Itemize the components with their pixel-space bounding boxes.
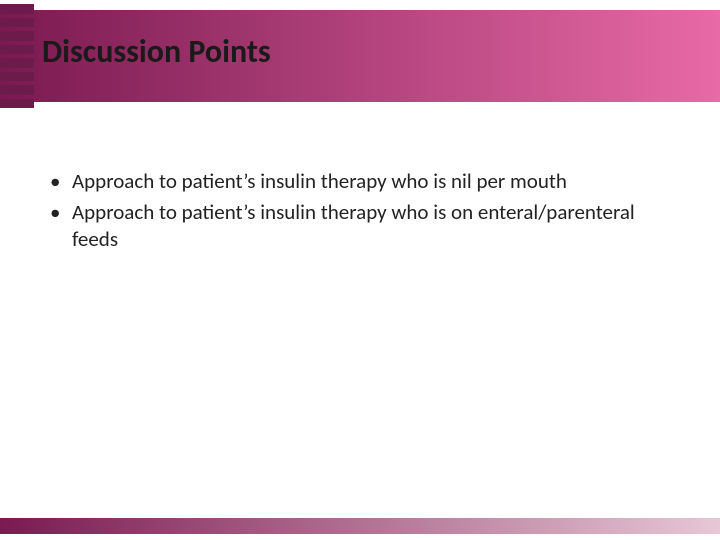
- slide: Discussion Points • Approach to patient’…: [0, 0, 720, 540]
- bullet-item: • Approach to patient’s insulin therapy …: [48, 199, 672, 253]
- bullet-marker-icon: •: [48, 168, 72, 195]
- header-band: Discussion Points: [0, 10, 720, 102]
- decor-bar: [0, 45, 34, 55]
- decor-bar: [0, 72, 34, 82]
- footer-gradient: [0, 518, 720, 534]
- left-decor-bars: [0, 0, 34, 108]
- decor-bar: [0, 18, 34, 28]
- footer-band: [0, 518, 720, 534]
- content-area: • Approach to patient’s insulin therapy …: [48, 168, 672, 257]
- bullet-text: Approach to patient’s insulin therapy wh…: [72, 168, 672, 195]
- decor-bar: [0, 4, 34, 14]
- decor-bar: [0, 31, 34, 41]
- page-title: Discussion Points: [42, 32, 271, 71]
- decor-bar: [0, 99, 34, 109]
- bullet-marker-icon: •: [48, 199, 72, 226]
- bullet-item: • Approach to patient’s insulin therapy …: [48, 168, 672, 195]
- decor-bar: [0, 58, 34, 68]
- bullet-text: Approach to patient’s insulin therapy wh…: [72, 199, 672, 253]
- decor-bar: [0, 85, 34, 95]
